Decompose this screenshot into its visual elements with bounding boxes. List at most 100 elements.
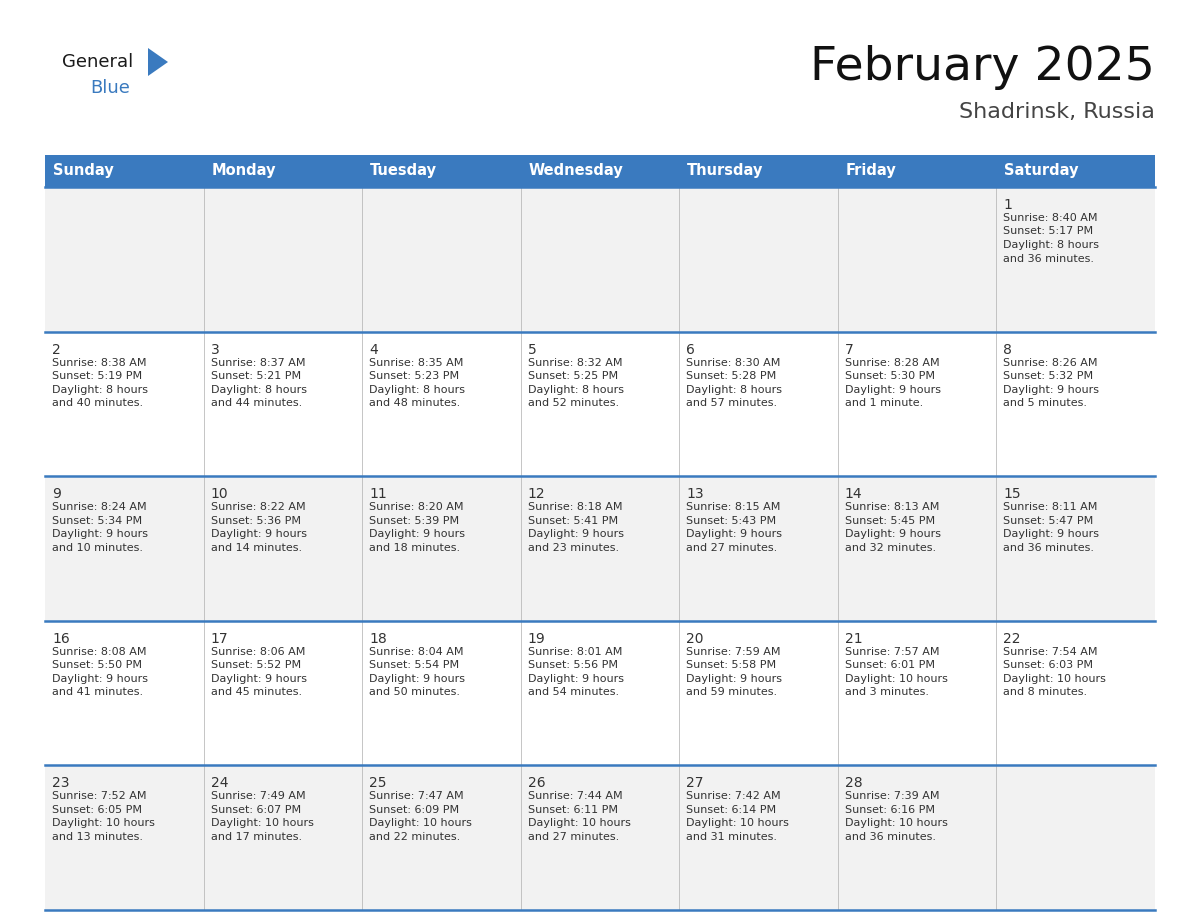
Text: and 52 minutes.: and 52 minutes. — [527, 398, 619, 409]
Text: Sunrise: 8:04 AM: Sunrise: 8:04 AM — [369, 647, 463, 656]
Text: Sunset: 6:11 PM: Sunset: 6:11 PM — [527, 805, 618, 815]
Text: Sunrise: 8:06 AM: Sunrise: 8:06 AM — [210, 647, 305, 656]
Text: Daylight: 9 hours: Daylight: 9 hours — [369, 529, 466, 539]
Text: Sunday: Sunday — [53, 163, 114, 178]
Text: Daylight: 8 hours: Daylight: 8 hours — [52, 385, 148, 395]
Text: 11: 11 — [369, 487, 387, 501]
Text: Monday: Monday — [211, 163, 276, 178]
Text: Wednesday: Wednesday — [529, 163, 624, 178]
Text: Sunset: 5:17 PM: Sunset: 5:17 PM — [1004, 227, 1093, 237]
Text: Sunrise: 8:28 AM: Sunrise: 8:28 AM — [845, 358, 940, 367]
Text: Daylight: 9 hours: Daylight: 9 hours — [1004, 529, 1099, 539]
Text: Sunset: 5:19 PM: Sunset: 5:19 PM — [52, 371, 143, 381]
Text: and 36 minutes.: and 36 minutes. — [845, 832, 936, 842]
Text: 23: 23 — [52, 777, 70, 790]
Text: Daylight: 9 hours: Daylight: 9 hours — [369, 674, 466, 684]
Text: Sunset: 6:03 PM: Sunset: 6:03 PM — [1004, 660, 1093, 670]
Text: Blue: Blue — [90, 79, 129, 97]
Bar — [45, 766, 1155, 910]
Text: Daylight: 10 hours: Daylight: 10 hours — [845, 674, 948, 684]
Text: and 36 minutes.: and 36 minutes. — [1004, 253, 1094, 263]
Text: February 2025: February 2025 — [810, 46, 1155, 91]
Text: Sunset: 6:09 PM: Sunset: 6:09 PM — [369, 805, 460, 815]
Text: Sunset: 6:16 PM: Sunset: 6:16 PM — [845, 805, 935, 815]
Text: Daylight: 8 hours: Daylight: 8 hours — [369, 385, 466, 395]
Text: Sunrise: 7:47 AM: Sunrise: 7:47 AM — [369, 791, 463, 801]
Bar — [45, 155, 1155, 187]
Text: Daylight: 10 hours: Daylight: 10 hours — [845, 819, 948, 828]
Text: and 31 minutes.: and 31 minutes. — [687, 832, 777, 842]
Text: Sunrise: 8:11 AM: Sunrise: 8:11 AM — [1004, 502, 1098, 512]
Text: 2: 2 — [52, 342, 61, 356]
Text: Daylight: 8 hours: Daylight: 8 hours — [1004, 240, 1099, 250]
Text: Thursday: Thursday — [688, 163, 764, 178]
Text: Sunrise: 7:52 AM: Sunrise: 7:52 AM — [52, 791, 146, 801]
Text: Daylight: 9 hours: Daylight: 9 hours — [687, 674, 782, 684]
Text: and 27 minutes.: and 27 minutes. — [527, 832, 619, 842]
Text: 4: 4 — [369, 342, 378, 356]
Text: Sunset: 5:45 PM: Sunset: 5:45 PM — [845, 516, 935, 526]
Text: and 54 minutes.: and 54 minutes. — [527, 688, 619, 698]
Text: and 50 minutes.: and 50 minutes. — [369, 688, 460, 698]
Text: Daylight: 10 hours: Daylight: 10 hours — [210, 819, 314, 828]
Text: Sunrise: 7:59 AM: Sunrise: 7:59 AM — [687, 647, 781, 656]
Text: 13: 13 — [687, 487, 704, 501]
Text: 18: 18 — [369, 632, 387, 645]
Text: Sunrise: 8:01 AM: Sunrise: 8:01 AM — [527, 647, 623, 656]
Text: Sunset: 5:36 PM: Sunset: 5:36 PM — [210, 516, 301, 526]
Text: and 41 minutes.: and 41 minutes. — [52, 688, 143, 698]
Bar — [45, 187, 1155, 331]
Text: Sunset: 5:54 PM: Sunset: 5:54 PM — [369, 660, 460, 670]
Bar — [45, 621, 1155, 766]
Text: Sunset: 5:56 PM: Sunset: 5:56 PM — [527, 660, 618, 670]
Text: Sunset: 5:52 PM: Sunset: 5:52 PM — [210, 660, 301, 670]
Text: 5: 5 — [527, 342, 537, 356]
Text: Sunrise: 8:20 AM: Sunrise: 8:20 AM — [369, 502, 463, 512]
Polygon shape — [148, 48, 168, 76]
Text: Daylight: 9 hours: Daylight: 9 hours — [527, 674, 624, 684]
Text: 7: 7 — [845, 342, 854, 356]
Text: Sunrise: 8:22 AM: Sunrise: 8:22 AM — [210, 502, 305, 512]
Text: Daylight: 9 hours: Daylight: 9 hours — [210, 674, 307, 684]
Text: 3: 3 — [210, 342, 220, 356]
Text: and 23 minutes.: and 23 minutes. — [527, 543, 619, 553]
Text: Sunrise: 8:40 AM: Sunrise: 8:40 AM — [1004, 213, 1098, 223]
Text: Daylight: 8 hours: Daylight: 8 hours — [687, 385, 782, 395]
Text: Shadrinsk, Russia: Shadrinsk, Russia — [959, 102, 1155, 122]
Text: 16: 16 — [52, 632, 70, 645]
Text: 8: 8 — [1004, 342, 1012, 356]
Text: Sunset: 5:47 PM: Sunset: 5:47 PM — [1004, 516, 1094, 526]
Text: Sunset: 5:41 PM: Sunset: 5:41 PM — [527, 516, 618, 526]
Text: and 36 minutes.: and 36 minutes. — [1004, 543, 1094, 553]
Text: Daylight: 8 hours: Daylight: 8 hours — [210, 385, 307, 395]
Text: Daylight: 9 hours: Daylight: 9 hours — [210, 529, 307, 539]
Text: General: General — [62, 53, 133, 71]
Text: Sunrise: 7:42 AM: Sunrise: 7:42 AM — [687, 791, 781, 801]
Text: Sunset: 5:58 PM: Sunset: 5:58 PM — [687, 660, 777, 670]
Text: Daylight: 9 hours: Daylight: 9 hours — [527, 529, 624, 539]
Text: 20: 20 — [687, 632, 703, 645]
Text: Daylight: 9 hours: Daylight: 9 hours — [52, 529, 148, 539]
Text: 24: 24 — [210, 777, 228, 790]
Text: and 10 minutes.: and 10 minutes. — [52, 543, 143, 553]
Text: Daylight: 9 hours: Daylight: 9 hours — [52, 674, 148, 684]
Text: Sunset: 6:14 PM: Sunset: 6:14 PM — [687, 805, 777, 815]
Text: and 48 minutes.: and 48 minutes. — [369, 398, 461, 409]
Text: 14: 14 — [845, 487, 862, 501]
Text: 26: 26 — [527, 777, 545, 790]
Text: 27: 27 — [687, 777, 703, 790]
Text: Sunrise: 8:35 AM: Sunrise: 8:35 AM — [369, 358, 463, 367]
Text: 25: 25 — [369, 777, 386, 790]
Text: 22: 22 — [1004, 632, 1020, 645]
Text: Sunrise: 7:39 AM: Sunrise: 7:39 AM — [845, 791, 940, 801]
Text: Sunrise: 8:18 AM: Sunrise: 8:18 AM — [527, 502, 623, 512]
Text: 15: 15 — [1004, 487, 1020, 501]
Text: Sunset: 5:39 PM: Sunset: 5:39 PM — [369, 516, 460, 526]
Text: Sunset: 5:21 PM: Sunset: 5:21 PM — [210, 371, 301, 381]
Text: 19: 19 — [527, 632, 545, 645]
Text: Tuesday: Tuesday — [371, 163, 437, 178]
Text: Sunset: 5:50 PM: Sunset: 5:50 PM — [52, 660, 143, 670]
Text: Sunset: 6:07 PM: Sunset: 6:07 PM — [210, 805, 301, 815]
Text: and 8 minutes.: and 8 minutes. — [1004, 688, 1087, 698]
Text: Sunset: 5:43 PM: Sunset: 5:43 PM — [687, 516, 777, 526]
